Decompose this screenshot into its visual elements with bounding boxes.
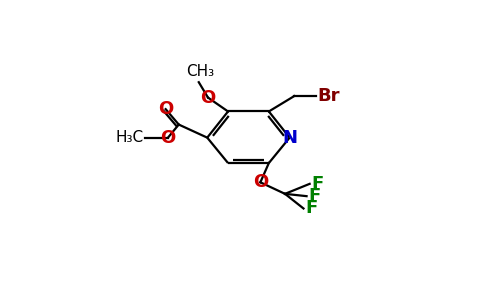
Text: O: O — [160, 129, 176, 147]
Text: O: O — [253, 173, 268, 191]
Text: O: O — [158, 100, 173, 118]
Text: N: N — [282, 129, 297, 147]
Text: F: F — [308, 187, 320, 205]
Text: H₃C: H₃C — [115, 130, 143, 145]
Text: CH₃: CH₃ — [186, 64, 214, 79]
Text: F: F — [311, 175, 323, 193]
Text: O: O — [200, 88, 216, 106]
Text: F: F — [305, 200, 318, 217]
Text: Br: Br — [318, 87, 340, 105]
